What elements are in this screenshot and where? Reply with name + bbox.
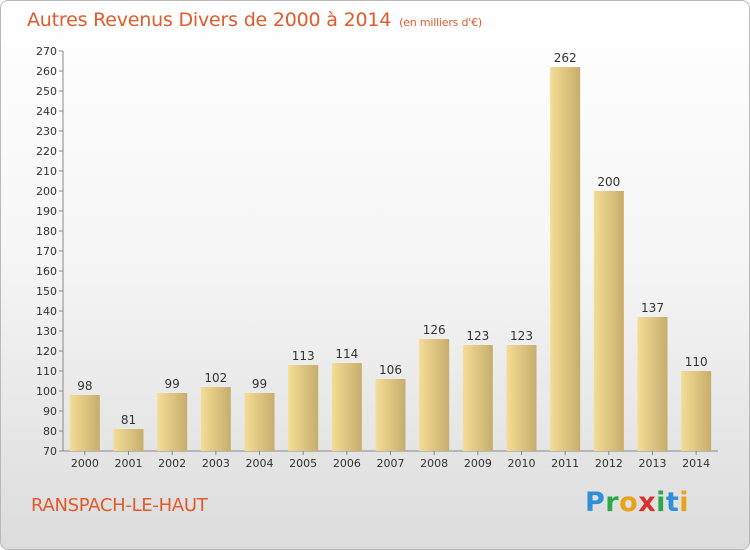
bar [331,363,362,451]
bar [593,191,624,451]
bar-value-label: 110 [685,355,708,369]
bar-value-label: 126 [423,323,446,337]
y-tick-label: 70 [43,445,57,458]
y-tick-label: 200 [36,185,57,198]
bar-value-label: 99 [252,377,267,391]
y-tick-label: 130 [36,325,57,338]
x-tick-label: 2007 [377,457,405,470]
x-tick-label: 2003 [202,457,230,470]
y-tick-label: 180 [36,225,57,238]
chart-unit: (en milliers d'€) [399,16,483,29]
logo-letter: i [656,487,666,518]
bar-value-label: 200 [597,175,620,189]
bar [69,395,100,451]
y-tick-label: 150 [36,285,57,298]
bar-value-label: 106 [379,363,402,377]
y-tick-label: 250 [36,85,57,98]
bar [462,345,493,451]
y-tick-label: 240 [36,105,57,118]
x-tick-label: 2013 [639,457,667,470]
x-tick-label: 2004 [246,457,274,470]
logo-letter: i [679,487,690,518]
y-tick-label: 270 [36,45,57,58]
x-tick-label: 2010 [508,457,536,470]
logo-letter: o [619,487,639,518]
y-tick-label: 170 [36,245,57,258]
bar-value-label: 113 [292,349,315,363]
bar-value-label: 123 [510,329,533,343]
y-tick-label: 140 [36,305,57,318]
x-tick-label: 2012 [595,457,623,470]
bar [681,371,712,451]
y-tick-label: 100 [36,385,57,398]
x-tick-label: 2009 [464,457,492,470]
x-tick-label: 2000 [71,457,99,470]
logo-letter: r [605,487,620,518]
x-tick-label: 2014 [682,457,710,470]
x-tick-label: 2008 [420,457,448,470]
commune-name: RANSPACH-LE-HAUT [31,495,208,516]
bar-value-label: 102 [204,371,227,385]
y-tick-label: 220 [36,145,57,158]
y-tick-label: 110 [36,365,57,378]
bar [550,67,581,451]
bar-value-label: 137 [641,301,664,315]
bar-value-label: 114 [335,347,358,361]
logo-letter: t [665,487,680,518]
x-tick-label: 2002 [158,457,186,470]
chart-bars: 98 81 99 102 99 113 114 106 126 123 123 262 200 137 11… [69,51,712,451]
y-tick-label: 210 [36,165,57,178]
bar-value-label: 98 [77,379,92,393]
bar [375,379,406,451]
logo-letter: x [638,487,657,518]
bar-value-label: 262 [554,51,577,65]
bar [200,387,231,451]
x-tick-label: 2001 [115,457,143,470]
bar [157,393,188,451]
bar-value-label: 81 [121,413,136,427]
bar-value-label: 123 [466,329,489,343]
y-tick-label: 190 [36,205,57,218]
bar [288,365,319,451]
y-tick-label: 90 [43,405,57,418]
y-tick-label: 260 [36,65,57,78]
chart-title-text: Autres Revenus Divers de 2000 à 2014 [27,9,392,31]
bar [113,429,144,451]
logo-letter: P [585,487,606,518]
bar-value-label: 99 [165,377,180,391]
bar [637,317,668,451]
y-tick-label: 160 [36,265,57,278]
bar [244,393,275,451]
x-tick-label: 2005 [289,457,317,470]
bar [419,339,450,451]
chart-title: Autres Revenus Divers de 2000 à 2014 (en … [27,9,482,31]
y-tick-label: 80 [43,425,57,438]
bar [506,345,537,451]
x-tick-label: 2011 [551,457,579,470]
proxiti-logo[interactable]: Proxiti [585,487,689,518]
y-tick-label: 230 [36,125,57,138]
x-tick-label: 2006 [333,457,361,470]
y-tick-label: 120 [36,345,57,358]
